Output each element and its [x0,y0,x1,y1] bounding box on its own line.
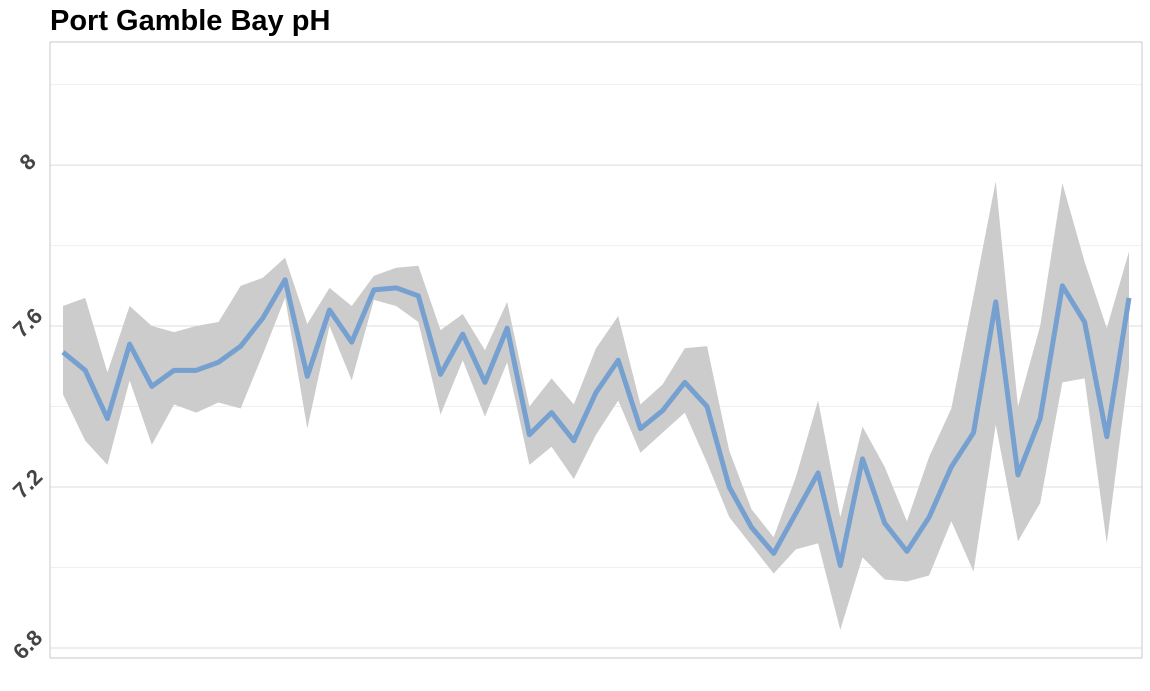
y-tick-label: 8 [15,149,41,175]
confidence-band [63,181,1129,630]
plot-border [49,41,1143,659]
chart-title: Port Gamble Bay pH [50,5,330,37]
line [61,277,1132,568]
y-tick-label: 7.2 [8,464,47,503]
y-tick-label: 6.8 [8,625,47,664]
y-tick-label: 7.6 [8,303,47,342]
